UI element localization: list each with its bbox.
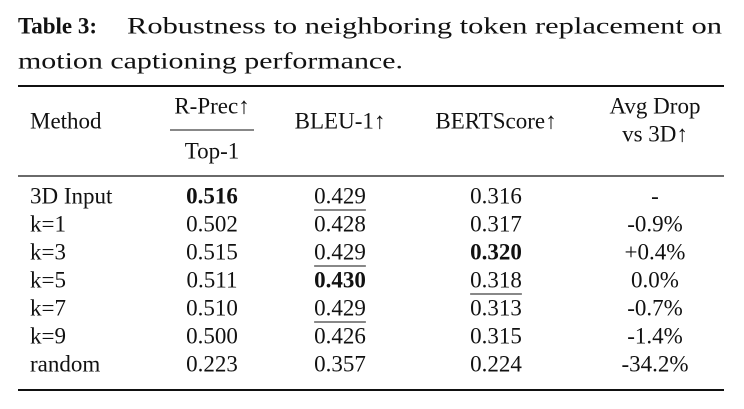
row-label: k=3 [30, 239, 66, 264]
header-cell: BERTScore↑ [435, 108, 556, 133]
cell: 0.500 [186, 323, 238, 348]
row-label: random [30, 351, 100, 376]
caption-text: Robustness to neighboring token replacem… [127, 13, 723, 38]
header-cell: Top-1 [185, 138, 240, 163]
cell: 0.429 [314, 183, 366, 208]
cell: -1.4% [627, 323, 683, 348]
cell: 0.429 [314, 239, 366, 264]
cell: 0.316 [470, 183, 522, 208]
cell: -34.2% [621, 351, 688, 376]
cell: 0.428 [314, 211, 366, 236]
header-cell: R-Prec↑ [174, 93, 249, 118]
cell: 0.317 [470, 211, 522, 236]
header-cell: Method [30, 108, 102, 133]
header-cell: Avg Drop [610, 93, 701, 118]
row-label: k=9 [30, 323, 66, 348]
row-label: k=1 [30, 211, 66, 236]
cell: +0.4% [625, 239, 686, 264]
header-cell: vs 3D↑ [622, 121, 688, 146]
cell: 0.315 [470, 323, 522, 348]
cell: 0.224 [470, 351, 522, 376]
cell: 0.223 [186, 351, 238, 376]
row-label: k=5 [30, 267, 66, 292]
cell: 0.320 [470, 239, 522, 264]
cell: 0.511 [187, 267, 238, 292]
cell: 0.502 [186, 211, 238, 236]
cell: 0.313 [470, 295, 522, 320]
caption-label: Table 3: [18, 13, 97, 38]
cell: - [651, 183, 659, 208]
cell: -0.9% [627, 211, 683, 236]
cell: 0.318 [470, 267, 522, 292]
cell: 0.515 [186, 239, 238, 264]
cell: 0.430 [314, 267, 366, 292]
cell: -0.7% [627, 295, 683, 320]
row-label: 3D Input [30, 183, 113, 208]
cell: 0.426 [314, 323, 366, 348]
cell: 0.510 [186, 295, 238, 320]
cell: 0.0% [631, 267, 679, 292]
cell: 0.516 [186, 183, 238, 208]
header-cell: BLEU-1↑ [295, 108, 386, 133]
cell: 0.357 [314, 351, 366, 376]
cell: 0.429 [314, 295, 366, 320]
caption-text: motion captioning performance. [18, 48, 403, 73]
row-label: k=7 [30, 295, 66, 320]
